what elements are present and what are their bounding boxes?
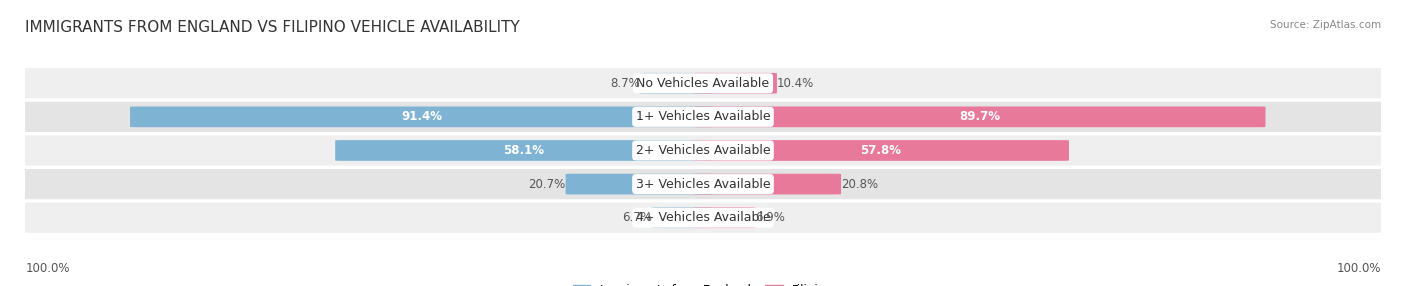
FancyBboxPatch shape <box>693 106 1265 127</box>
Text: 20.7%: 20.7% <box>529 178 565 190</box>
Text: 10.4%: 10.4% <box>778 77 814 90</box>
FancyBboxPatch shape <box>693 73 778 94</box>
FancyBboxPatch shape <box>693 140 1069 161</box>
FancyBboxPatch shape <box>20 135 1386 166</box>
FancyBboxPatch shape <box>693 207 755 228</box>
Text: 58.1%: 58.1% <box>503 144 544 157</box>
Text: IMMIGRANTS FROM ENGLAND VS FILIPINO VEHICLE AVAILABILITY: IMMIGRANTS FROM ENGLAND VS FILIPINO VEHI… <box>25 20 520 35</box>
FancyBboxPatch shape <box>652 207 713 228</box>
Text: 100.0%: 100.0% <box>25 262 70 275</box>
FancyBboxPatch shape <box>565 174 713 194</box>
Text: 89.7%: 89.7% <box>959 110 1000 123</box>
Text: 6.7%: 6.7% <box>621 211 652 224</box>
Text: 3+ Vehicles Available: 3+ Vehicles Available <box>636 178 770 190</box>
Text: 4+ Vehicles Available: 4+ Vehicles Available <box>636 211 770 224</box>
Text: 8.7%: 8.7% <box>610 77 640 90</box>
Text: 6.9%: 6.9% <box>755 211 785 224</box>
FancyBboxPatch shape <box>129 106 713 127</box>
Text: Source: ZipAtlas.com: Source: ZipAtlas.com <box>1270 20 1381 30</box>
FancyBboxPatch shape <box>693 174 841 194</box>
Text: 91.4%: 91.4% <box>401 110 441 123</box>
FancyBboxPatch shape <box>20 169 1386 199</box>
Text: 57.8%: 57.8% <box>860 144 901 157</box>
FancyBboxPatch shape <box>20 68 1386 98</box>
Text: 100.0%: 100.0% <box>1336 262 1381 275</box>
FancyBboxPatch shape <box>20 202 1386 233</box>
Text: 20.8%: 20.8% <box>841 178 879 190</box>
Text: 1+ Vehicles Available: 1+ Vehicles Available <box>636 110 770 123</box>
Text: No Vehicles Available: No Vehicles Available <box>637 77 769 90</box>
Legend: Immigrants from England, Filipino: Immigrants from England, Filipino <box>568 279 838 286</box>
FancyBboxPatch shape <box>335 140 713 161</box>
Text: 2+ Vehicles Available: 2+ Vehicles Available <box>636 144 770 157</box>
FancyBboxPatch shape <box>640 73 713 94</box>
FancyBboxPatch shape <box>20 102 1386 132</box>
